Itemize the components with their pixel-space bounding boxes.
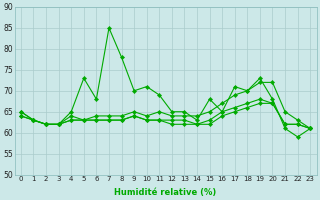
X-axis label: Humidité relative (%): Humidité relative (%): [115, 188, 217, 197]
